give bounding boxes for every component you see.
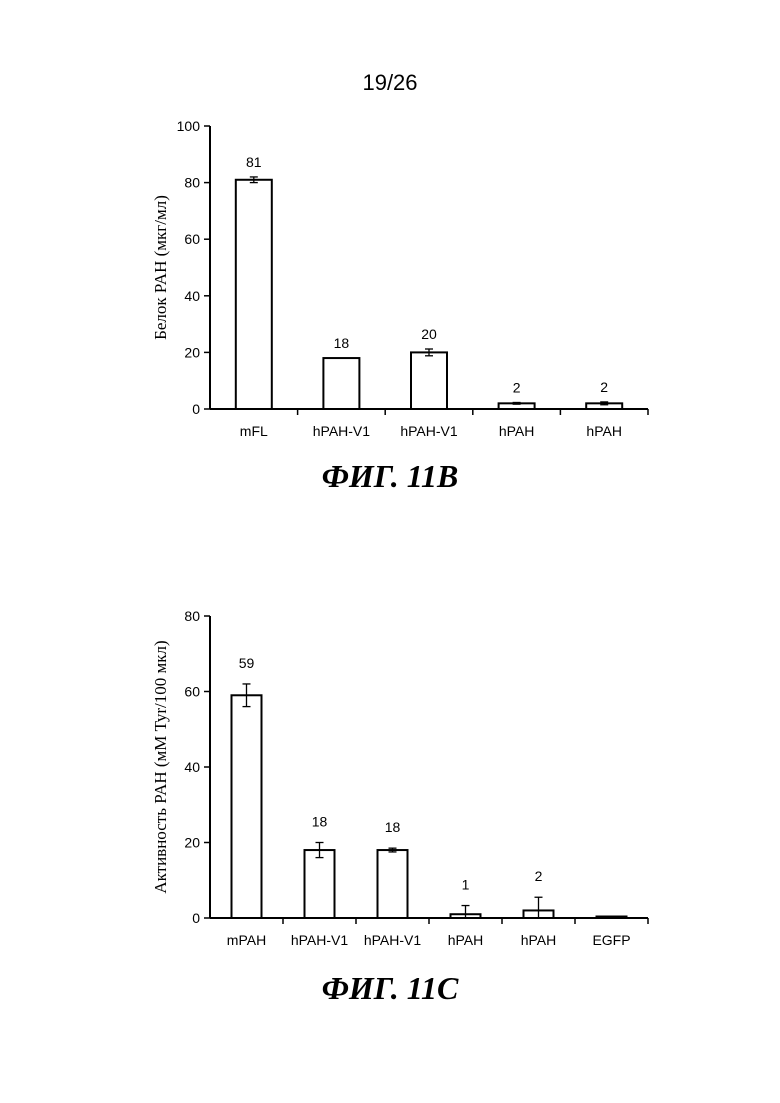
data-label: 2: [535, 868, 543, 884]
figure-caption-11c: ФИГ. 11C: [0, 970, 780, 1007]
data-label: 2: [600, 379, 608, 395]
y-tick-label: 40: [184, 288, 200, 304]
x-tick-label: hPAH-V1: [313, 423, 371, 439]
data-label: 18: [385, 819, 401, 835]
bar: [411, 352, 447, 409]
y-tick-label: 100: [177, 118, 201, 134]
y-tick-label: 20: [184, 344, 200, 360]
bar: [378, 850, 408, 918]
data-label: 81: [246, 154, 262, 170]
data-label: 20: [421, 326, 437, 342]
data-label: 1: [462, 877, 470, 893]
x-tick-label: hPAH: [586, 423, 622, 439]
y-axis-label: Белок PAH (мкг/мл): [151, 195, 170, 340]
page-number: 19/26: [0, 70, 780, 96]
x-tick-label: EGFP: [592, 932, 630, 948]
y-axis-label: Активность PAH (мМ Tyr/100 мкл): [151, 640, 170, 893]
y-tick-label: 60: [184, 231, 200, 247]
x-tick-label: hPAH-V1: [400, 423, 458, 439]
chart-protein: 0 20 40 60 80 100 81 mFL 18 hPAH-V1 20 hPAH-V1 2 hPAH…: [0, 100, 780, 440]
figure-caption-11b: ФИГ. 11B: [0, 458, 780, 495]
x-tick-label: hPAH: [499, 423, 535, 439]
y-tick-label: 0: [192, 401, 200, 417]
x-tick-label: mPAH: [227, 932, 266, 948]
x-tick-label: mFL: [240, 423, 268, 439]
data-label: 2: [513, 379, 521, 395]
x-tick-label: hPAH-V1: [364, 932, 422, 948]
y-tick-label: 80: [184, 175, 200, 191]
y-tick-label: 80: [184, 608, 200, 624]
y-tick-label: 40: [184, 759, 200, 775]
chart-activity: 0 20 40 60 80 59 mPAH 18 hPAH-V1 18 hPAH-V1 1 hPAH 2 h…: [0, 598, 780, 948]
x-tick-label: hPAH-V1: [291, 932, 349, 948]
y-tick-label: 60: [184, 684, 200, 700]
y-tick-label: 0: [192, 910, 200, 926]
x-tick-label: hPAH: [521, 932, 557, 948]
data-label: 18: [334, 335, 350, 351]
data-label: 18: [312, 814, 328, 830]
bar: [236, 180, 272, 409]
y-tick-label: 20: [184, 835, 200, 851]
x-tick-label: hPAH: [448, 932, 484, 948]
bar: [305, 850, 335, 918]
bar: [323, 358, 359, 409]
data-label: 59: [239, 655, 255, 671]
bar: [232, 695, 262, 918]
